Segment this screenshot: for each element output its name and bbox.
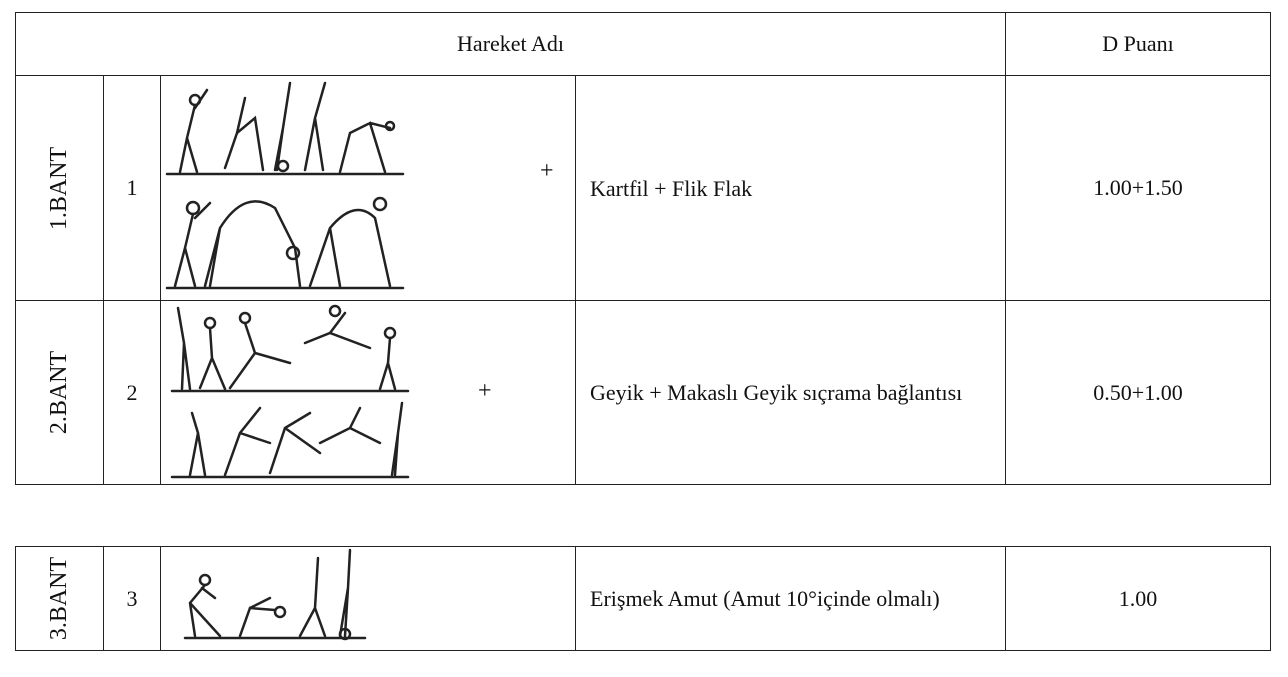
name-cell: Geyik + Makaslı Geyik sıçrama bağlantısı <box>575 300 1006 485</box>
band-cell: 3.BANT <box>15 546 104 651</box>
row-number: 1 <box>126 175 138 200</box>
score-cell: 0.50+1.00 <box>1005 300 1271 485</box>
score-cell: 1.00 <box>1005 546 1271 651</box>
no-cell: 2 <box>103 300 161 485</box>
score-cell: 1.00+1.50 <box>1005 75 1271 301</box>
band: 3.BANT <box>46 556 72 641</box>
move-name: Kartfil + Flik Flak <box>590 175 753 201</box>
band: 2.BANT <box>46 350 72 435</box>
figure-illustration <box>165 81 405 290</box>
header-text: D Puanı <box>1102 31 1174 56</box>
no-cell: 1 <box>103 75 161 301</box>
move-name: Geyik + Makaslı Geyik sıçrama bağlantısı <box>590 380 963 405</box>
figure-illustration <box>170 304 410 479</box>
row-number: 2 <box>126 379 138 405</box>
plus-sign: + <box>478 378 492 404</box>
score: 1.00 <box>1118 585 1158 611</box>
band: 1.BANT <box>46 146 72 230</box>
no-cell: 3 <box>103 546 161 651</box>
name-cell: Erişmek Amut (Amut 10°içinde olmalı) <box>575 546 1006 651</box>
plus-sign: + <box>540 158 554 184</box>
name-cell: Kartfil + Flik Flak <box>575 75 1006 301</box>
band-cell: 2.BANT <box>15 300 104 485</box>
header-text: Hareket Adı <box>457 31 564 56</box>
row-number: 3 <box>126 585 138 611</box>
header-cell: D Puanı <box>1005 12 1271 76</box>
figure-illustration <box>183 548 367 641</box>
header-cell: Hareket Adı <box>15 12 1006 76</box>
band-cell: 1.BANT <box>15 75 104 301</box>
move-name: Erişmek Amut (Amut 10°içinde olmalı) <box>590 586 940 611</box>
score: 1.00+1.50 <box>1093 175 1183 200</box>
score: 0.50+1.00 <box>1093 379 1183 405</box>
